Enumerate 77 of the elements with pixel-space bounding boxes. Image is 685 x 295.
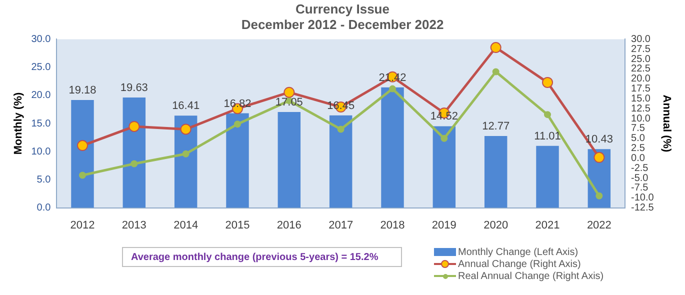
legend-label: Real Annual Change (Right Axis) xyxy=(458,270,604,282)
y-tick-label: 25.0 xyxy=(31,62,52,74)
point xyxy=(492,68,500,76)
x-tick-label: 2015 xyxy=(225,219,250,232)
chart-subtitle: December 2012 - December 2022 xyxy=(241,16,444,32)
bar xyxy=(381,87,404,208)
y-axis-title: Monthly (%) xyxy=(12,92,25,155)
point xyxy=(130,160,138,168)
y2-axis-title: Annual (%) xyxy=(660,94,672,153)
y2-tick-label: 0.0 xyxy=(631,152,646,164)
x-tick-label: 2022 xyxy=(586,219,612,232)
point xyxy=(284,86,295,98)
data-label: 11.01 xyxy=(534,130,561,142)
y-tick-label: 30.0 xyxy=(31,34,52,45)
x-tick-label: 2013 xyxy=(122,219,146,232)
text: Average monthly change (previous 5-years) = 15.2% xyxy=(122,247,402,267)
x-tick-label: 2012 xyxy=(70,219,95,232)
chart-title: Currency Issue xyxy=(296,1,390,16)
y2-tick-label: -5.0 xyxy=(631,172,649,184)
point xyxy=(337,126,344,133)
y2-tick-label: 2.5 xyxy=(631,143,646,154)
y2-tick-label: -7.5 xyxy=(631,182,649,194)
legend-label: Monthly Change (Left Axis) xyxy=(458,246,578,258)
y2-tick-label: 15.0 xyxy=(631,93,651,104)
x-tick-label: 2014 xyxy=(174,219,198,232)
bar xyxy=(536,146,559,208)
point xyxy=(544,111,552,118)
legend-label: Annual Change (Right Axis) xyxy=(458,258,581,270)
point xyxy=(542,76,554,88)
y2-tick-label: 22.5 xyxy=(631,64,651,75)
y-tick-label: 20.0 xyxy=(31,90,52,102)
bar xyxy=(122,97,146,208)
y2-tick-label: -10.0 xyxy=(631,192,654,204)
point xyxy=(182,150,190,158)
y-tick-label: 5.0 xyxy=(36,174,52,186)
y-tick-label: 10.0 xyxy=(31,146,52,158)
bar xyxy=(484,136,508,208)
point xyxy=(596,192,603,200)
x-tick-label: 2020 xyxy=(484,219,508,232)
bar xyxy=(71,100,94,208)
y2-tick-label: -2.5 xyxy=(631,162,649,174)
point xyxy=(128,120,140,132)
point xyxy=(440,134,448,142)
point xyxy=(76,140,88,152)
data-label: 12.77 xyxy=(482,120,510,133)
y2-tick-label: 27.5 xyxy=(631,44,651,55)
point xyxy=(234,120,241,128)
y2-tick-label: 5.0 xyxy=(631,133,646,144)
point xyxy=(490,42,502,54)
bar xyxy=(329,115,352,208)
point xyxy=(389,85,396,92)
x-tick-label: 2016 xyxy=(276,219,302,232)
y2-tick-label: 25.0 xyxy=(631,54,651,65)
bar xyxy=(278,112,301,208)
data-label: 16.41 xyxy=(172,100,200,112)
x-tick-label: 2019 xyxy=(432,219,456,232)
y-tick-label: 0.0 xyxy=(36,202,52,214)
bar xyxy=(226,113,249,208)
y2-tick-label: 20.0 xyxy=(631,74,651,85)
y2-tick-label: 17.5 xyxy=(631,84,651,95)
data-label: 19.63 xyxy=(120,82,148,94)
data-label: 16.45 xyxy=(327,100,355,112)
data-label: 19.18 xyxy=(68,84,96,97)
point xyxy=(594,152,605,163)
y2-tick-label: 12.5 xyxy=(631,103,651,114)
point xyxy=(180,124,192,135)
y-tick-label: 15.0 xyxy=(31,118,52,130)
point xyxy=(78,172,86,179)
x-tick-label: 2017 xyxy=(328,219,354,232)
y2-tick-label: -12.5 xyxy=(631,202,654,214)
y2-tick-label: 30.0 xyxy=(631,34,651,45)
x-tick-label: 2018 xyxy=(380,219,405,232)
x-tick-label: 2021 xyxy=(535,219,560,232)
data-label: 14.52 xyxy=(430,110,458,123)
bar xyxy=(432,126,456,208)
y2-tick-label: 7.5 xyxy=(631,123,646,134)
y2-tick-label: 10.0 xyxy=(631,113,651,124)
